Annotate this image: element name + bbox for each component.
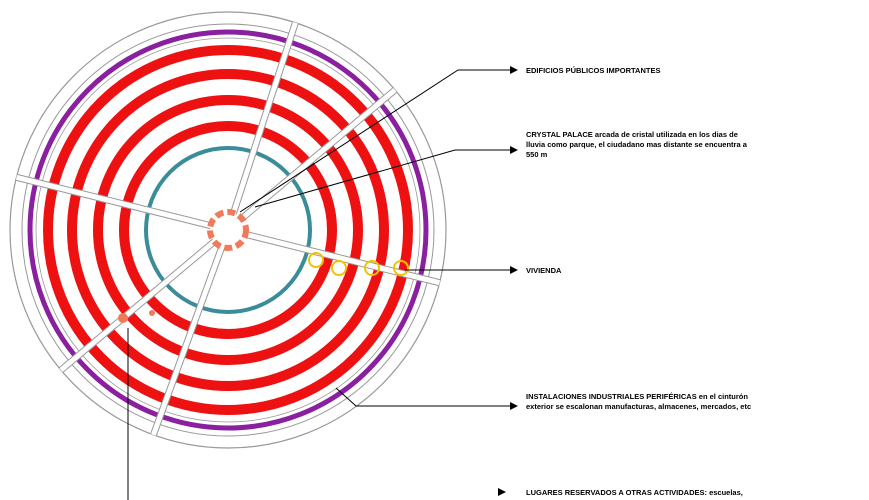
red-ring-4: [119, 121, 337, 339]
arrow-crystal: [510, 146, 518, 154]
red-ring-3: [93, 95, 363, 365]
label-industriales-line2: exterior se escalonan manufacturas, alma…: [526, 402, 751, 411]
red-ring-2: [67, 69, 389, 391]
leader-edificios: [239, 69, 510, 213]
label-lugares-line1: LUGARES RESERVADOS A OTRAS ACTIVIDADES: …: [526, 488, 743, 497]
housing-marker: [364, 260, 380, 276]
arrow-lugares: [498, 488, 506, 496]
purple-belt: [27, 29, 429, 431]
boulevard-6: [15, 174, 229, 233]
activity-marker: [149, 310, 155, 316]
leader-crystal: [254, 149, 510, 208]
label-crystal-line3: 550 m: [526, 150, 548, 159]
label-industriales-line1: INSTALACIONES INDUSTRIALES PERIFÉRICAS e…: [526, 392, 748, 401]
ring-road-3: [105, 107, 351, 353]
label-vivienda: VIVIENDA: [526, 266, 562, 275]
purple-belt-edge: [35, 37, 421, 423]
housing-marker: [308, 252, 324, 268]
red-housing-rings: [43, 45, 413, 415]
housing-marker: [393, 260, 409, 276]
boulevard-5: [59, 228, 230, 373]
leader-industriales: [335, 387, 510, 407]
red-ring-1: [43, 45, 413, 415]
ring-road-1: [54, 56, 402, 404]
crystal-palace-ring: [144, 146, 312, 314]
ring-road-2: [79, 81, 377, 379]
arrow-industriales: [510, 402, 518, 410]
leader-lines: [127, 69, 510, 500]
boulevard-4: [151, 229, 231, 436]
activity-marker: [118, 313, 128, 323]
label-crystal-line1: CRYSTAL PALACE arcada de cristal utiliza…: [526, 130, 738, 139]
outer-ring-inner-edge: [21, 23, 435, 437]
housing-marker: [331, 260, 347, 276]
label-crystal-line2: lluvia como parque, el ciudadano mas dis…: [526, 140, 748, 149]
arrow-vivienda: [510, 266, 518, 274]
boulevard-1: [225, 21, 298, 231]
label-edificios: EDIFICIOS PÚBLICOS IMPORTANTES: [526, 66, 660, 75]
leader-arrows: [498, 66, 518, 496]
arrow-edificios: [510, 66, 518, 74]
civic-center: [221, 223, 235, 237]
